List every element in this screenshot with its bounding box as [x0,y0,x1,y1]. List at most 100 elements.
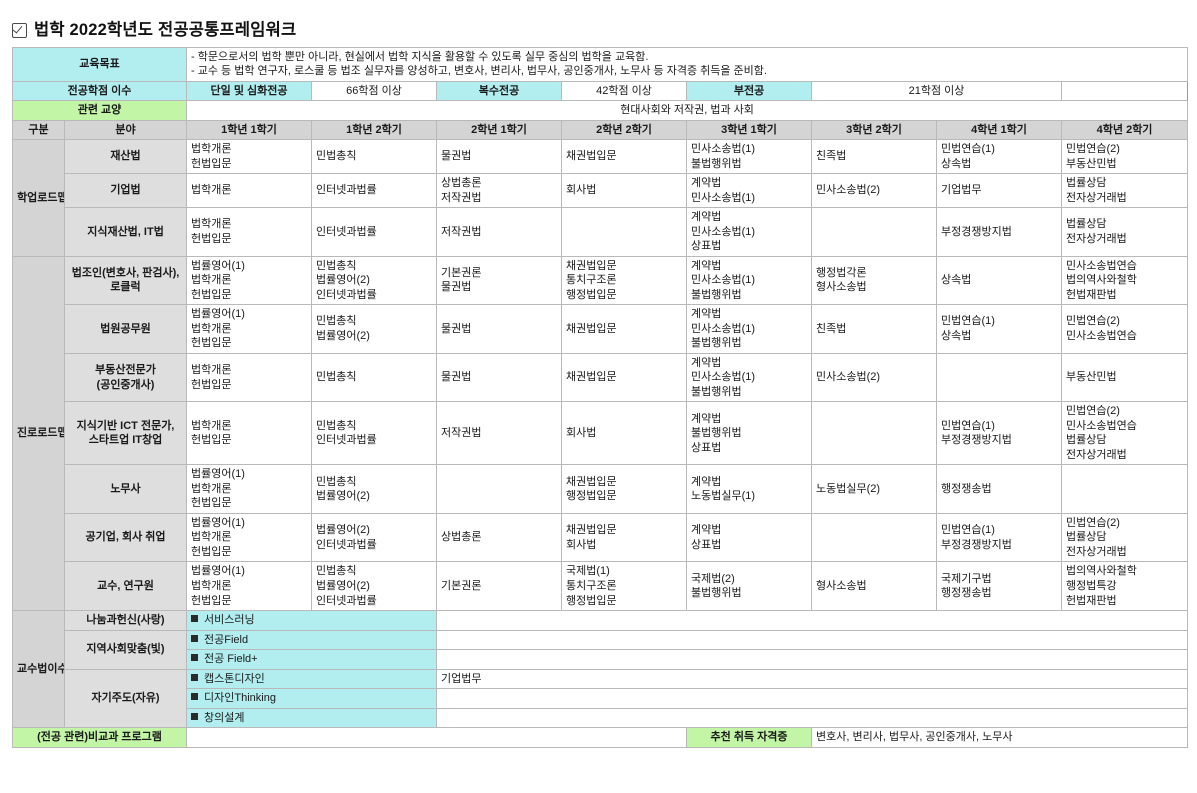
course-cell: 민사소송법(2) [811,352,938,403]
header-semester-6: 4학년 1학기 [936,119,1063,141]
teaching-item-value [436,688,1189,709]
course-cell: 민법연습(1) 상속법 [936,304,1063,354]
teaching-item-value [436,629,1189,651]
header-semester-0: 1학년 1학기 [186,119,313,141]
course-cell: 법률영어(1) 법학개론 헌법입문 [186,464,313,514]
goal-text: - 학문으로서의 법학 뿐만 아니라, 현실에서 법학 지식을 활용할 수 있도… [186,46,1189,82]
footer-row: (전공 관련)비교과 프로그램 추천 취득 자격증 변호사, 변리사, 법무사, 공… [11,727,1189,748]
course-cell: 국제기구법 행정쟁송법 [936,561,1063,612]
course-cell: 민법총칙 법률영어(2) 인터넷과법률 [311,561,438,612]
table-row: 부동산전문가(공인중개사) 법학개론 헌법입문 민법총칙 물권법 채권법입문 계약법 민사소송… [13,352,1189,403]
bullet-square-icon [191,654,199,662]
course-cell: 법학개론 헌법입문 [186,401,313,466]
liberal-arts-value: 현대사회와 저작권, 법과 사회 [186,100,1189,121]
certificate-label: 추천 취득 자격증 [686,727,813,748]
course-cell: 민법총칙 법률영어(2) 인터넷과법률 [311,255,438,306]
course-cell [1061,464,1189,514]
field-label: 노무사 [63,464,188,514]
course-cell: 민법총칙 법률영어(2) [311,304,438,354]
course-cell: 기본권론 물권법 [436,255,563,306]
course-cell: 민법총칙 [311,352,438,403]
table-row: 법원공무원 법률영어(1) 법학개론 헌법입문 민법총칙 법률영어(2) 물권법 채권법입문 계… [13,304,1189,354]
header-semester-5: 3학년 2학기 [811,119,938,141]
header-semester-3: 2학년 2학기 [561,119,688,141]
table-row: 지식기반 ICT 전문가,스타트업 IT창업 법학개론 헌법입문 민법총칙 인터넷과법률… [13,401,1189,466]
course-cell [936,352,1063,403]
teaching-item[interactable]: 캡스톤디자인 [186,668,438,690]
teaching-row: 창의설계 [13,707,1189,729]
teaching-item[interactable]: 전공Field [186,629,438,651]
course-cell: 기업법무 [936,173,1063,209]
course-cell: 상법총론 [436,512,563,563]
course-cell: 민법총칙 [311,139,438,175]
course-cell: 계약법 민사소송법(1) [686,173,813,209]
course-cell: 부동산민법 [1061,352,1189,403]
goal-label: 교육목표 [11,46,188,82]
field-label: 공기업, 회사 취업 [63,512,188,563]
credits-type-1: 복수전공 [436,80,563,102]
header-semester-7: 4학년 2학기 [1061,119,1189,141]
teaching-row: 전공 Field+ [13,649,1189,670]
liberal-arts-row: 관련 교양 현대사회와 저작권, 법과 사회 [11,100,1189,121]
checkbox-checked-icon [12,22,27,38]
credits-row: 전공학점 이수 단일 및 심화전공 66학점 이상 복수전공 42학점 이상 부전공 21학… [11,80,1188,102]
field-label: 지식재산법, IT법 [63,207,188,257]
table-row: 진로로드맵법조인(변호사, 판검사),로클럭법률영어(1)법학개론헌법입문민법총… [12,255,1189,612]
course-cell: 회사법 [561,401,688,466]
credits-value-2: 21학점 이상 [811,80,1063,102]
table-row: 지식재산법, IT법 법학개론 헌법입문 인터넷과법률 저작권법 계약법 민사소송법(1) 상… [13,207,1189,257]
teaching-row: 지역사회맞춤(빛) 전공Field [13,629,1189,670]
credits-type-2: 부전공 [686,80,813,102]
bullet-square-icon [191,673,199,681]
column-header-row: 구분 분야 1학년 1학기 1학년 2학기 2학년 1학기 2학년 2학기 3학년 1학기 3… [12,119,1189,141]
framework-table-body: 교육목표 - 학문으로서의 법학 뿐만 아니라, 현실에서 법학 지식을 활용할 … [11,46,1189,748]
teaching-item[interactable]: 디자인Thinking [186,688,438,709]
course-cell: 법률영어(1) 법학개론 헌법입문 [186,512,313,563]
course-cell: 민법연습(2) 민사소송법연습 법률상담 전자상거래법 [1061,401,1189,466]
course-cell: 국제법(1) 통치구조론 행정법입문 [561,561,688,612]
course-cell: 민법연습(2) 민사소송법연습 [1061,304,1189,354]
course-cell: 계약법 민사소송법(1) 불법행위법 [686,304,813,354]
teaching-row: 디자인Thinking [13,688,1189,709]
course-cell: 회사법 [561,173,688,209]
field-label: 법조인(변호사, 판검사),로클럭 [63,255,188,306]
teaching-category: 나눔과헌신(사랑) [63,610,188,631]
program-value [186,727,688,748]
teaching-row: 자기주도(자유) 캡스톤디자인 기업법무 [13,668,1189,729]
bullet-square-icon [191,693,199,701]
course-cell: 법률상담 전자상거래법 [1061,173,1189,209]
course-cell [811,512,938,563]
course-cell: 형사소송법 [811,561,938,612]
teaching-item-value: 기업법무 [436,668,1189,690]
course-cell: 채권법입문 행정법입문 [561,464,688,514]
course-cell: 민법연습(1) 부정경쟁방지법 [936,512,1063,563]
table-row: 공기업, 회사 취업 법률영어(1) 법학개론 헌법입문 법률영어(2) 인터넷과법률 상법… [13,512,1189,563]
course-cell: 계약법 노동법실무(1) [686,464,813,514]
field-label: 법원공무원 [63,304,188,354]
teaching-item[interactable]: 전공 Field+ [186,649,438,670]
page-title: 법학 2022학년도 전공공통프레임워크 [0,0,1197,47]
teaching-item[interactable]: 창의설계 [186,707,438,729]
header-semester-4: 3학년 1학기 [686,119,813,141]
course-cell: 민사소송법(2) [811,173,938,209]
course-cell: 물권법 [436,139,563,175]
course-cell: 인터넷과법률 [311,173,438,209]
course-cell: 물권법 [436,304,563,354]
course-cell: 법학개론 헌법입문 [186,352,313,403]
course-cell [436,464,563,514]
bullet-square-icon [191,615,199,623]
table-row: 교수, 연구원 법률영어(1) 법학개론 헌법입문 민법총칙 법률영어(2) 인터넷과법률 기… [13,561,1189,612]
teaching-item[interactable]: 서비스러닝 [186,610,438,631]
course-cell: 채권법입문 통치구조론 행정법입문 [561,255,688,306]
course-cell: 인터넷과법률 [311,207,438,257]
certificate-value: 변호사, 변리사, 법무사, 공인중개사, 노무사 [811,727,1189,748]
credits-type-0: 단일 및 심화전공 [186,80,313,102]
course-cell: 저작권법 [436,401,563,466]
bullet-square-icon [191,634,199,642]
course-cell: 친족법 [811,304,938,354]
course-cell: 계약법 민사소송법(1) 불법행위법 [686,352,813,403]
course-cell: 민법연습(1) 부정경쟁방지법 [936,401,1063,466]
field-label: 교수, 연구원 [63,561,188,612]
course-cell: 민법연습(2) 법률상담 전자상거래법 [1061,512,1189,563]
